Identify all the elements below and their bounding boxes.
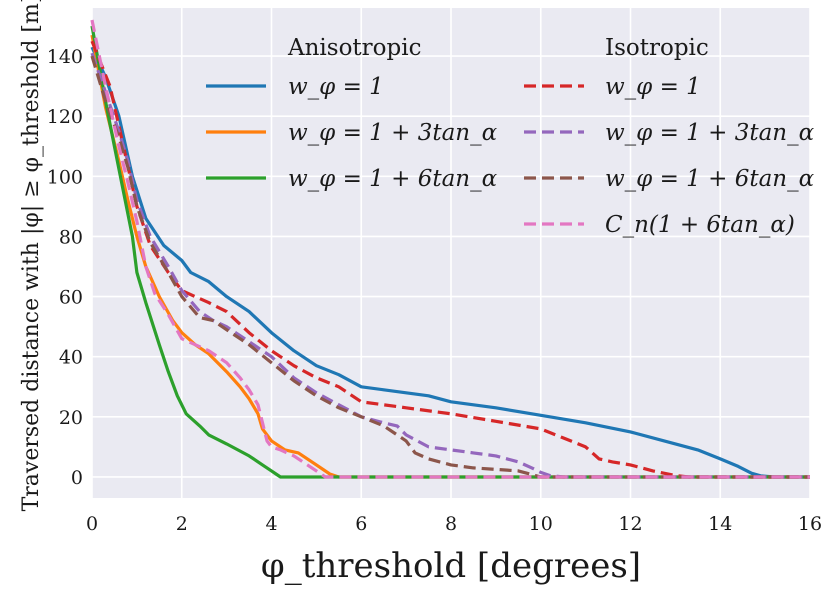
y-tick-labels: 0 20 40 60 80 100 120 140: [47, 46, 83, 489]
legend-label-5: w_φ = 1 + 6tan_α: [605, 166, 815, 192]
series-line-anisotropic-0: [90, 46, 810, 479]
x-tick-label: 2: [176, 513, 188, 535]
legend-label-6: C_n(1 + 6tan_α): [605, 212, 795, 238]
x-tick-label: 16: [798, 513, 822, 535]
legend-label-1: w_φ = 1 + 3tan_α: [288, 120, 498, 146]
y-tick-label: 140: [47, 46, 83, 68]
y-tick-label: 0: [71, 467, 83, 489]
series-line-anisotropic-1: [90, 34, 810, 479]
series-line-anisotropic-2: [90, 25, 810, 479]
x-tick-label: 0: [86, 513, 98, 535]
legend-title-isotropic: Isotropic: [605, 35, 709, 61]
legend: Anisotropic Isotropic w_φ = 1 w_φ = 1 + 3…: [206, 35, 815, 238]
y-tick-label: 60: [59, 287, 83, 309]
series-line-isotropic-4: [90, 52, 810, 479]
x-tick-label: 8: [445, 513, 457, 535]
series-lines: [90, 19, 810, 479]
series-line-isotropic-6: [90, 19, 810, 479]
x-tick-label: 10: [529, 513, 553, 535]
y-tick-label: 20: [59, 407, 83, 429]
series-line-isotropic-5: [90, 55, 810, 479]
legend-label-2: w_φ = 1 + 6tan_α: [288, 166, 498, 192]
x-tick-label: 6: [355, 513, 367, 535]
legend-title-anisotropic: Anisotropic: [287, 35, 421, 61]
y-tick-label: 100: [47, 166, 83, 188]
x-tick-label: 14: [708, 513, 732, 535]
x-tick-labels: 0 2 4 6 8 10 12 14 16: [86, 513, 822, 535]
y-tick-label: 80: [59, 226, 83, 248]
x-tick-label: 12: [618, 513, 642, 535]
y-tick-label: 40: [59, 347, 83, 369]
y-axis-label: Traversed distance with |φ| ≥ φ_threshol…: [19, 0, 44, 511]
legend-label-3: w_φ = 1: [605, 74, 701, 100]
x-tick-label: 4: [265, 513, 277, 535]
legend-label-0: w_φ = 1: [288, 74, 384, 100]
x-axis-label: φ_threshold [degrees]: [261, 546, 641, 586]
y-tick-label: 120: [47, 106, 83, 128]
legend-label-4: w_φ = 1 + 3tan_α: [605, 120, 815, 146]
